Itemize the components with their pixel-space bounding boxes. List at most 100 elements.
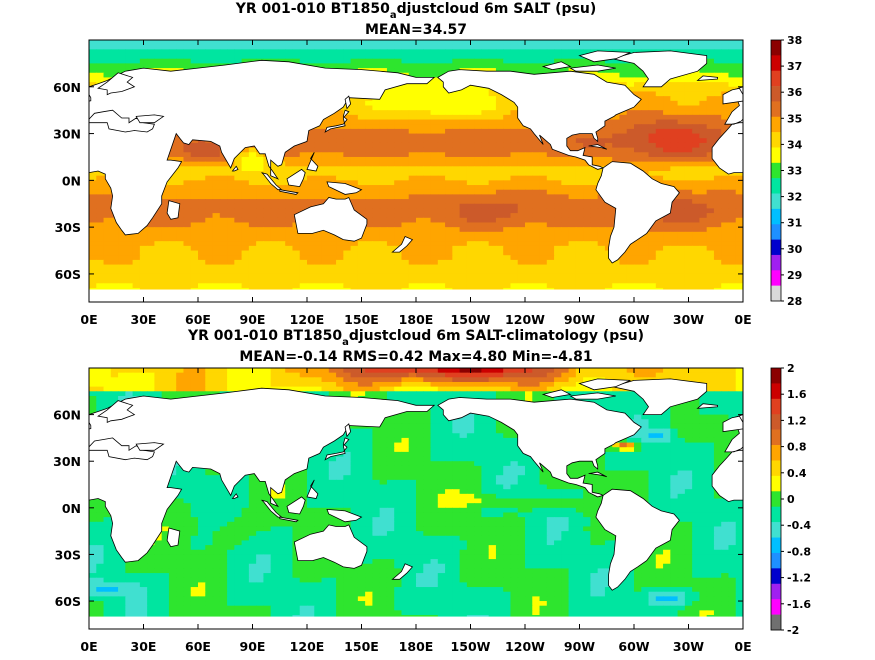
field-cell — [525, 273, 533, 280]
field-cell — [176, 217, 185, 224]
field-cell — [212, 199, 221, 205]
field-cell — [314, 166, 323, 172]
field-cell — [525, 283, 533, 289]
field-cell — [597, 241, 606, 247]
field-cell — [452, 156, 461, 163]
field-cell — [365, 255, 373, 261]
field-cell — [328, 63, 337, 69]
field-cell — [481, 283, 490, 289]
field-cell — [372, 241, 381, 247]
field-cell — [263, 245, 272, 252]
field-cell — [277, 203, 286, 210]
field-cell — [575, 255, 584, 261]
field-cell — [713, 128, 722, 135]
field-cell — [445, 180, 453, 186]
field-cell — [597, 199, 606, 205]
field-cell — [96, 72, 105, 79]
field-cell — [677, 199, 686, 205]
field-cell — [590, 175, 599, 181]
field-cell — [546, 199, 555, 205]
field-cell — [721, 68, 730, 74]
field-cell — [684, 119, 693, 125]
field-cell — [466, 91, 475, 97]
field-cell — [728, 227, 737, 233]
field-cell — [510, 54, 519, 60]
field-cell — [648, 264, 657, 270]
field-cell — [96, 227, 105, 233]
field-cell — [539, 203, 548, 210]
field-cell — [285, 213, 294, 219]
field-cell — [452, 96, 461, 102]
field-cell — [466, 241, 475, 247]
field-cell — [466, 199, 475, 205]
field-cell — [481, 278, 490, 284]
field-cell — [677, 264, 686, 270]
field-cell — [583, 133, 591, 139]
field-cell — [307, 49, 315, 55]
field-cell — [263, 40, 272, 46]
field-cell — [554, 269, 562, 275]
field-cell — [583, 138, 591, 144]
field-cell — [583, 152, 591, 158]
field-cell — [699, 44, 708, 50]
field-cell — [430, 142, 439, 149]
field-cell — [328, 58, 337, 64]
field-cell — [198, 203, 206, 210]
field-cell — [357, 208, 366, 214]
field-cell — [525, 250, 533, 256]
field-cell — [321, 245, 330, 252]
field-cell — [510, 128, 519, 135]
field-cell — [641, 245, 650, 252]
field-cell — [663, 152, 671, 158]
field-cell — [655, 119, 664, 125]
field-cell — [125, 283, 134, 289]
field-cell — [168, 40, 177, 46]
field-cell — [728, 236, 737, 242]
field-cell — [89, 245, 97, 252]
field-cell — [445, 91, 453, 97]
field-cell — [488, 142, 497, 149]
field-cell — [692, 245, 700, 252]
field-cell — [386, 180, 395, 186]
field-cell — [706, 255, 715, 261]
field-cell — [459, 203, 468, 210]
field-cell — [176, 54, 185, 60]
field-cell — [575, 180, 584, 186]
field-cell — [568, 222, 577, 228]
field-cell — [706, 278, 715, 284]
field-cell — [525, 245, 533, 252]
field-cell — [430, 72, 439, 79]
field-cell — [408, 128, 417, 135]
field-cell — [495, 264, 504, 270]
field-cell — [568, 185, 577, 191]
field-cell — [648, 114, 657, 121]
field-cell — [161, 269, 170, 275]
field-cell — [663, 273, 671, 280]
field-cell — [277, 49, 286, 55]
field-cell — [677, 105, 686, 111]
field-cell — [198, 180, 206, 186]
field-cell — [263, 180, 272, 186]
field-cell — [495, 96, 504, 102]
field-cell — [495, 175, 504, 181]
field-cell — [401, 86, 410, 93]
field-cell — [270, 222, 279, 228]
field-cell — [372, 100, 381, 107]
field-cell — [176, 231, 185, 238]
field-cell — [626, 133, 635, 139]
field-cell — [110, 250, 119, 256]
field-cell — [212, 241, 221, 247]
field-cell — [277, 185, 286, 191]
field-cell — [110, 241, 119, 247]
field-cell — [488, 185, 497, 191]
field-cell — [270, 166, 279, 172]
field-cell — [597, 269, 606, 275]
field-cell — [168, 217, 177, 224]
field-cell — [386, 259, 395, 266]
field-cell — [684, 241, 693, 247]
field-cell — [641, 44, 650, 50]
field-cell — [517, 203, 526, 210]
field-cell — [699, 189, 708, 195]
field-cell — [227, 222, 235, 228]
field-cell — [699, 269, 708, 275]
